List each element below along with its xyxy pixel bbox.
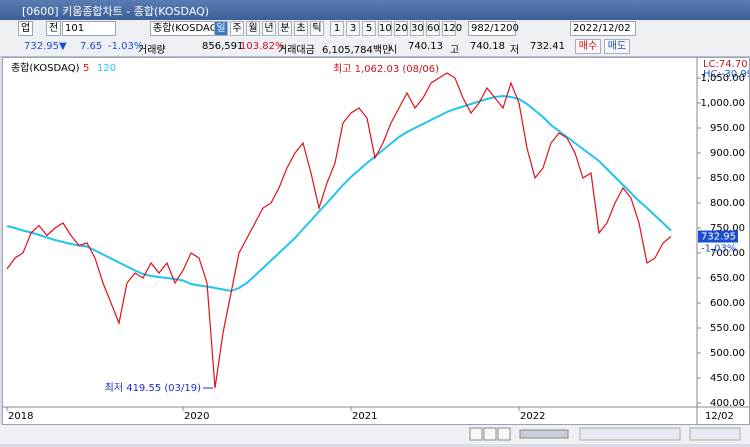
low-label: 저 <box>510 45 520 56</box>
zoom-controls[interactable] <box>579 427 681 441</box>
toolbar: 업 전 101 종합(KOSDAQ) 일 주 월 년 분 초 틱 1 3 5 10 20 30 60 120… <box>0 20 750 39</box>
interval-button[interactable]: 3 <box>346 21 360 36</box>
interval-button[interactable]: 10 <box>378 21 392 36</box>
y-tick-label: 600.00 <box>710 298 745 309</box>
open-label: 시 <box>388 45 398 56</box>
open: 740.13 <box>408 41 443 52</box>
scroll-track[interactable] <box>519 429 569 439</box>
interval-button[interactable]: 20 <box>394 21 408 36</box>
window-title: [0600] 키움종합차트 - 종합(KOSDAQ) <box>22 5 210 18</box>
volume-label: 거래량 <box>138 45 166 56</box>
period-button[interactable]: 틱 <box>310 21 324 36</box>
change: 7.65 <box>80 41 103 52</box>
interval-button[interactable]: 5 <box>362 21 376 36</box>
period-button[interactable]: 초 <box>294 21 308 36</box>
price: 732.95▼ <box>24 41 67 52</box>
sell-button[interactable]: 매도 <box>604 39 630 54</box>
count-field: 982/1200 <box>468 21 519 36</box>
chart: 종합(KOSDAQ) LC:74.70 HC:-30.99 12/02 400.… <box>3 58 750 424</box>
period-button[interactable]: 월 <box>246 21 260 36</box>
buy-button[interactable]: 매수 <box>575 39 601 54</box>
x-tick-label: 2018 <box>8 411 33 422</box>
date-field[interactable]: 2022/12/02 <box>570 21 636 36</box>
legend-title: 종합(KOSDAQ) <box>11 62 80 74</box>
amount-label: 거래대금 <box>278 45 315 56</box>
period-button[interactable]: 분 <box>278 21 292 36</box>
interval-button[interactable]: 30 <box>410 21 424 36</box>
amount: 6,105,784백만 <box>322 45 392 56</box>
y-tick-label: 850.00 <box>710 173 745 184</box>
interval-button[interactable]: 60 <box>426 21 440 36</box>
y-tick-label: 750.00 <box>710 223 745 234</box>
rate: -1.03% <box>108 41 144 52</box>
high: 740.18 <box>470 41 505 52</box>
y-tick-label: 500.00 <box>710 348 745 359</box>
x-end-label: 12/02 <box>705 411 734 422</box>
chart-panel: 종합(KOSDAQ) LC:74.70 HC:-30.99 12/02 400.… <box>2 57 750 425</box>
scope-select[interactable]: 전 <box>46 21 62 36</box>
y-tick-label: 1,050.00 <box>700 73 745 84</box>
y-tick-label: 650.00 <box>710 273 745 284</box>
interval-button[interactable]: 120 <box>442 21 463 36</box>
quote-bar: 732.95▼ 7.65 -1.03% 거래량 856,591 103.82% … <box>0 38 750 57</box>
x-tick-label: 2020 <box>184 411 209 422</box>
scroll-button[interactable] <box>497 427 511 441</box>
period-button[interactable]: 일 <box>214 21 228 36</box>
title-bar: [0600] 키움종합차트 - 종합(KOSDAQ) <box>0 0 750 20</box>
volume: 856,591 <box>202 41 244 52</box>
bottom-toolbar <box>0 425 750 444</box>
x-tick-label: 2021 <box>352 411 377 422</box>
volume-rate: 103.82% <box>240 41 285 52</box>
high-label: 고 <box>450 45 460 56</box>
high-annotation: 최고 1,062.03 (08/06) <box>333 63 439 75</box>
low: 732.41 <box>530 41 565 52</box>
name-field: 종합(KOSDAQ) <box>150 21 222 36</box>
interval-button[interactable]: 1 <box>330 21 344 36</box>
scroll-controls <box>469 427 741 441</box>
legend-entry: 5 <box>83 63 89 74</box>
price-line <box>6 72 672 389</box>
low-annotation: 최저 419.55 (03/19) <box>105 382 201 394</box>
last-price-box <box>698 230 738 243</box>
y-tick-label: 1,000.00 <box>700 98 745 109</box>
scroll-button[interactable] <box>483 427 497 441</box>
code-input[interactable]: 101 <box>62 21 116 36</box>
y-tick-label: 800.00 <box>710 198 745 209</box>
moving-average-line <box>6 94 672 293</box>
lc-label: LC:74.70 <box>703 59 748 70</box>
y-tick-label: 550.00 <box>710 323 745 334</box>
y-tick-label: 950.00 <box>710 123 745 134</box>
y-tick-label: 450.00 <box>710 373 745 384</box>
scroll-button[interactable] <box>469 427 483 441</box>
view-controls[interactable] <box>689 427 741 441</box>
y-tick-label: 700.00 <box>710 248 745 259</box>
period-button[interactable]: 년 <box>262 21 276 36</box>
last-rate-label: -1.03% <box>701 244 736 255</box>
legend-entry: 120 <box>97 63 116 74</box>
y-tick-label: 400.00 <box>710 398 745 409</box>
y-tick-label: 900.00 <box>710 148 745 159</box>
hc-label: HC:-30.99 <box>703 69 749 80</box>
market-select[interactable]: 업 <box>18 21 34 36</box>
x-tick-label: 2022 <box>520 411 545 422</box>
last-price-label: 732.95 <box>701 232 736 243</box>
period-button[interactable]: 주 <box>230 21 244 36</box>
